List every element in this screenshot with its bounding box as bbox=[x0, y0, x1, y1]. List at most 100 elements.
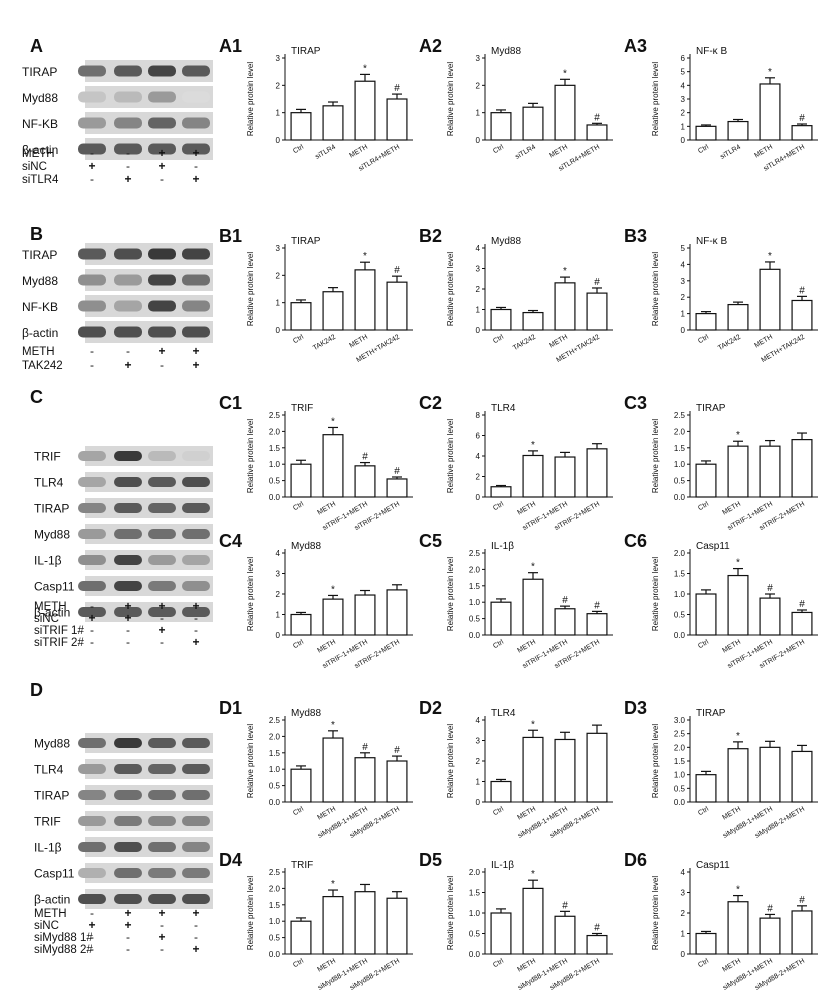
condition-sign: + bbox=[192, 942, 199, 956]
chart-title: TIRAP bbox=[696, 403, 726, 414]
condition-label: METH bbox=[22, 148, 55, 160]
bar bbox=[586, 613, 608, 636]
x-tick-label: Ctrl bbox=[697, 805, 710, 817]
y-tick-label: 0 bbox=[276, 136, 281, 145]
bar bbox=[522, 578, 544, 636]
condition-sign: - bbox=[90, 930, 94, 944]
y-tick-label: 2 bbox=[276, 271, 281, 280]
blot-band bbox=[78, 555, 106, 565]
y-tick-label: 2.0 bbox=[469, 868, 481, 877]
y-tick-label: 2.0 bbox=[269, 884, 281, 893]
y-tick-label: 6 bbox=[476, 432, 481, 441]
condition-sign: + bbox=[192, 906, 199, 920]
chart-panel-label: A2 bbox=[419, 36, 442, 56]
chart-c4: C4 Myd88 Relative protein level 0 1 2 3 4 Ctrl * M… bbox=[219, 531, 413, 670]
bar bbox=[586, 448, 608, 498]
blot-band bbox=[182, 894, 210, 904]
y-tick-label: 1.0 bbox=[269, 460, 281, 469]
blot-band bbox=[114, 503, 142, 513]
y-tick-label: 0.5 bbox=[674, 611, 686, 620]
chart-title: Myd88 bbox=[491, 46, 521, 57]
chart-title: Casp11 bbox=[696, 541, 730, 552]
bar bbox=[554, 915, 576, 955]
blot-band bbox=[148, 503, 176, 513]
blot-band bbox=[148, 894, 176, 904]
bar bbox=[554, 282, 576, 331]
condition-sign: - bbox=[160, 358, 164, 372]
chart-c5: C5 IL-1β Relative protein level 0.0 0.5 1.0 1.… bbox=[419, 531, 613, 670]
condition-sign: - bbox=[194, 918, 198, 932]
bar bbox=[791, 125, 813, 141]
blot-band bbox=[182, 143, 210, 155]
blot-band bbox=[78, 326, 106, 338]
blot-band bbox=[114, 816, 142, 826]
x-tick-label: METH bbox=[753, 144, 774, 160]
condition-sign: + bbox=[158, 623, 165, 637]
chart-d1: D1 Myd88 Relative protein level 0.0 0.5 1.0 1.… bbox=[219, 698, 413, 840]
blot-band bbox=[182, 274, 210, 286]
chart-title: NF-κ B bbox=[696, 46, 727, 57]
blot-band bbox=[114, 326, 142, 338]
y-tick-label: 0 bbox=[476, 493, 481, 502]
bar bbox=[522, 311, 544, 331]
condition-sign: - bbox=[90, 344, 94, 358]
condition-sign: - bbox=[90, 942, 94, 956]
blot-band bbox=[78, 581, 106, 591]
blot-row-label: TIRAP bbox=[22, 248, 57, 262]
panel-letter: D bbox=[30, 680, 43, 700]
y-axis-label: Relative protein level bbox=[246, 724, 255, 798]
significance-mark: # bbox=[594, 923, 600, 934]
condition-sign: + bbox=[158, 599, 165, 613]
condition-label: siMyd88 2# bbox=[34, 944, 93, 956]
condition-sign: - bbox=[90, 635, 94, 649]
chart-title: TLR4 bbox=[491, 403, 516, 414]
blot-band bbox=[182, 117, 210, 129]
blot-row-label: β-actin bbox=[34, 605, 70, 619]
chart-panel-label: B2 bbox=[419, 226, 442, 246]
y-tick-label: 1.0 bbox=[674, 590, 686, 599]
blot-band bbox=[148, 555, 176, 565]
blot-band bbox=[114, 117, 142, 129]
y-tick-label: 2.0 bbox=[269, 732, 281, 741]
y-tick-label: 1.0 bbox=[269, 917, 281, 926]
blot-band bbox=[78, 65, 106, 77]
significance-mark: * bbox=[531, 440, 535, 451]
condition-sign: + bbox=[158, 159, 165, 173]
chart-panel-label: D1 bbox=[219, 698, 242, 718]
condition-label: siNC bbox=[34, 613, 59, 625]
bar bbox=[490, 780, 512, 803]
significance-mark: # bbox=[594, 600, 600, 611]
x-tick-label: Ctrl bbox=[492, 805, 505, 817]
blot-band bbox=[182, 503, 210, 513]
condition-sign: - bbox=[126, 159, 130, 173]
chart-panel-label: C3 bbox=[624, 393, 647, 413]
chart-title: TLR4 bbox=[491, 708, 516, 719]
blot-band bbox=[78, 529, 106, 539]
condition-sign: + bbox=[192, 344, 199, 358]
chart-panel-label: D4 bbox=[219, 850, 242, 870]
x-tick-label: siTLR4 bbox=[719, 144, 742, 161]
bar bbox=[759, 917, 781, 955]
bar bbox=[386, 589, 408, 636]
y-tick-label: 0.0 bbox=[269, 798, 281, 807]
blot-band bbox=[148, 326, 176, 338]
chart-title: Casp11 bbox=[696, 860, 730, 871]
condition-sign: + bbox=[158, 906, 165, 920]
x-tick-label: TAK242 bbox=[312, 334, 337, 353]
y-tick-label: 1.0 bbox=[269, 765, 281, 774]
y-tick-label: 0 bbox=[276, 326, 281, 335]
y-tick-label: 4 bbox=[476, 716, 481, 725]
y-tick-label: 4 bbox=[476, 244, 481, 253]
condition-label: METH bbox=[34, 601, 67, 613]
x-tick-label: Ctrl bbox=[292, 500, 305, 512]
y-tick-label: 2.5 bbox=[269, 716, 281, 725]
bar bbox=[290, 768, 312, 803]
blot-band bbox=[182, 607, 210, 617]
x-tick-label: METH bbox=[548, 334, 569, 350]
y-tick-label: 1.5 bbox=[469, 582, 481, 591]
panel-letter: B bbox=[30, 224, 43, 244]
blot-band bbox=[182, 738, 210, 748]
y-tick-label: 2.0 bbox=[674, 427, 686, 436]
significance-mark: # bbox=[799, 113, 805, 124]
blot-band bbox=[78, 607, 106, 617]
